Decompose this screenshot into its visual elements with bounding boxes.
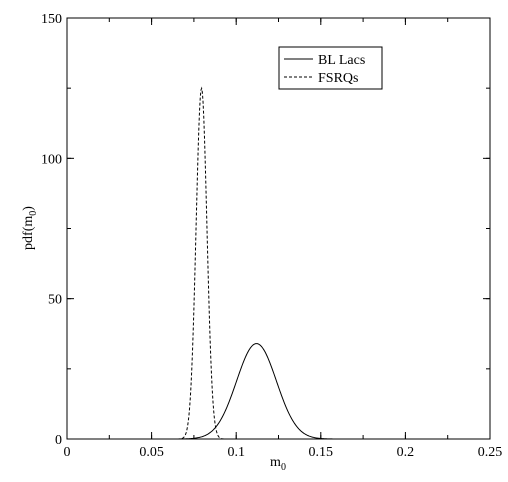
y-tick-label: 50: [48, 293, 62, 308]
x-tick-label: 0.2: [397, 445, 415, 460]
x-tick-label: 0.1: [227, 445, 245, 460]
legend-label-fsrqs: FSRQs: [318, 71, 358, 86]
y-tick-label: 100: [41, 152, 62, 167]
series-line-bl-lacs: [67, 343, 490, 440]
x-tick-label: 0.05: [139, 445, 164, 460]
y-tick-label: 0: [55, 433, 62, 448]
legend-box: [278, 46, 383, 90]
series-line-fsrqs: [67, 86, 490, 440]
y-tick-label: 150: [41, 12, 62, 27]
x-tick-label: 0: [64, 445, 71, 460]
x-tick-label: 0.15: [309, 445, 334, 460]
legend: BL Lacs FSRQs: [278, 46, 383, 90]
x-tick-label: 0.25: [478, 445, 503, 460]
y-axis-label: pdf(m0): [21, 206, 39, 250]
ticks-layer: 0 0.05 0.1 0.15 0.2 0.25 0 50 100 150: [41, 12, 502, 460]
series-layer: [67, 86, 490, 440]
x-axis-label: m0: [270, 455, 286, 473]
legend-label-bl-lacs: BL Lacs: [318, 53, 365, 68]
